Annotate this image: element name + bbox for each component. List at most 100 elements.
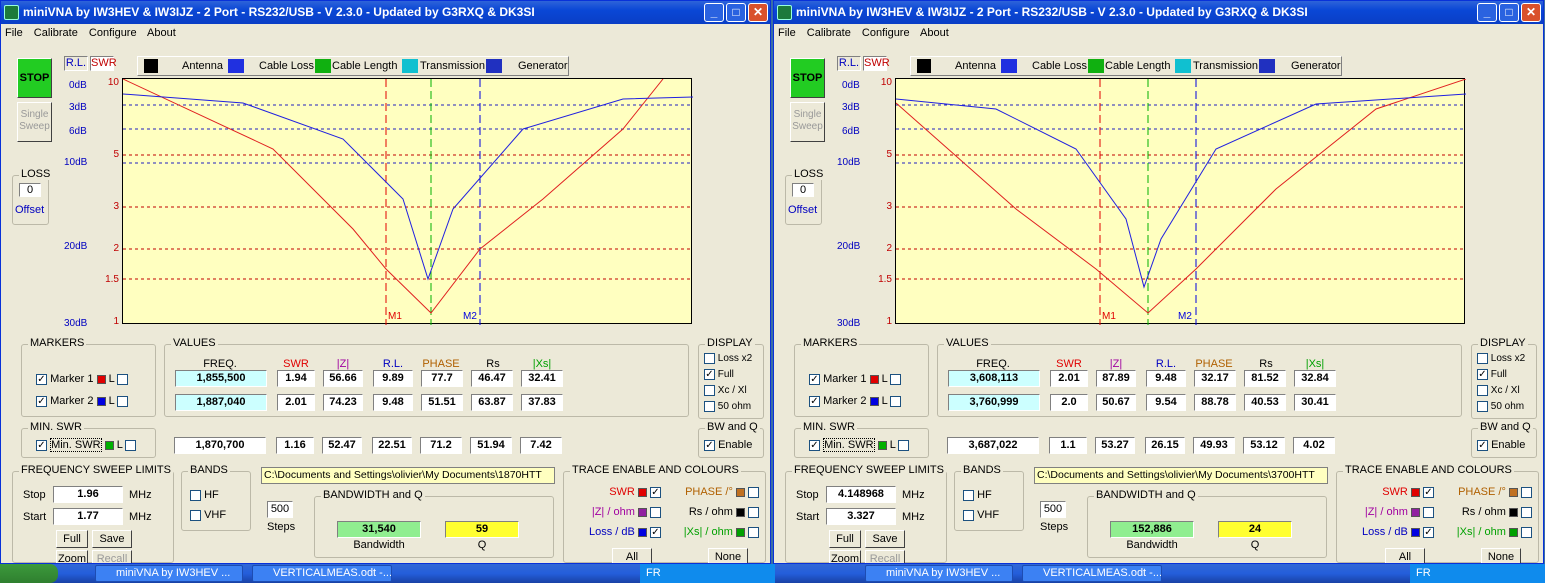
bwq-enable-checkbox[interactable]: ✓ [1477,439,1488,451]
single-sweep-button[interactable]: Single Sweep [17,102,52,142]
menu-file[interactable]: File [778,27,796,39]
none-button[interactable]: None [708,548,748,563]
minimize-button[interactable]: _ [1477,3,1497,22]
display-option-checkbox[interactable] [1477,385,1488,396]
stop-button[interactable]: STOP [790,58,825,98]
all-button[interactable]: All [612,548,652,563]
trace-phase-color[interactable] [735,487,745,497]
single-sweep-button[interactable]: Single Sweep [790,102,825,142]
trace-loss-checkbox[interactable]: ✓ [1423,526,1434,538]
trace-rs-checkbox[interactable] [748,506,759,518]
tab-rl[interactable]: R.L. [64,56,88,71]
close-button[interactable]: ✕ [1521,3,1541,22]
save-button[interactable]: Save [865,530,905,548]
menu-about[interactable]: About [147,27,176,39]
trace-z-color[interactable] [637,507,647,517]
min-swr-color[interactable] [877,440,887,450]
marker2-l-checkbox[interactable] [890,395,902,407]
display-option-checkbox[interactable] [704,401,715,412]
vhf-checkbox[interactable] [190,509,201,521]
language-indicator[interactable]: FR [646,567,661,579]
minimize-button[interactable]: _ [704,3,724,22]
hf-checkbox[interactable] [190,489,201,501]
close-button[interactable]: ✕ [748,3,768,22]
taskbar-task-minivna-2[interactable]: miniVNA by IW3HEV ... [865,565,1013,582]
marker1-checkbox[interactable]: ✓ [809,373,820,385]
trace-phase-checkbox[interactable] [748,486,759,498]
maximize-button[interactable]: □ [726,3,746,22]
stop-freq-input[interactable]: 1.96 [53,486,123,503]
loss-input[interactable]: 0 [792,183,814,197]
trace-rs-color[interactable] [1508,507,1518,517]
none-button[interactable]: None [1481,548,1521,563]
trace-phase-checkbox[interactable] [1521,486,1532,498]
recall-button[interactable]: Recall [865,550,905,563]
all-button[interactable]: All [1385,548,1425,563]
steps-input[interactable]: 500 [267,501,293,518]
marker1-color[interactable] [869,374,879,384]
mode-transmission[interactable]: Transmission [420,60,485,72]
trace-z-checkbox[interactable] [650,506,661,518]
marker1-l-checkbox[interactable] [890,373,902,385]
sweep-plot[interactable]: M1 M2 [122,78,693,325]
start-freq-input[interactable]: 3.327 [826,508,896,525]
loss-input[interactable]: 0 [19,183,41,197]
menu-configure[interactable]: Configure [861,27,910,39]
taskbar-task-document-2[interactable]: VERTICALMEAS.odt -... [1022,565,1162,582]
trace-swr-color[interactable] [637,487,647,497]
mode-cable-length[interactable]: Cable Length [332,60,398,72]
trace-swr-color[interactable] [1410,487,1420,497]
mode-transmission[interactable]: Transmission [1193,60,1258,72]
trace-rs-checkbox[interactable] [1521,506,1532,518]
tab-swr[interactable]: SWR [90,56,117,71]
recall-button[interactable]: Recall [92,550,132,563]
marker2-checkbox[interactable]: ✓ [36,395,47,407]
marker1-l-checkbox[interactable] [117,373,129,385]
marker1-checkbox[interactable]: ✓ [36,373,47,385]
trace-xs-checkbox[interactable] [748,526,759,538]
min-swr-checkbox[interactable]: ✓ [809,439,820,451]
tab-swr[interactable]: SWR [863,56,890,71]
min-swr-color[interactable] [104,440,114,450]
vhf-checkbox[interactable] [963,509,974,521]
display-option-checkbox[interactable] [1477,401,1488,412]
hf-checkbox[interactable] [963,489,974,501]
mode-generator[interactable]: Generator [1291,60,1341,72]
bwq-enable-checkbox[interactable]: ✓ [704,439,715,451]
mode-generator[interactable]: Generator [518,60,568,72]
full-button[interactable]: Full [829,530,861,548]
trace-xs-color[interactable] [1508,527,1518,537]
marker1-color[interactable] [96,374,106,384]
marker2-color[interactable] [869,396,879,406]
zoom-button[interactable]: Zoom [829,550,861,563]
display-option-checkbox[interactable] [704,385,715,396]
trace-swr-checkbox[interactable]: ✓ [650,486,661,498]
tab-rl[interactable]: R.L. [837,56,861,71]
stop-button[interactable]: STOP [17,58,52,98]
trace-phase-color[interactable] [1508,487,1518,497]
save-button[interactable]: Save [92,530,132,548]
start-button[interactable] [0,564,58,583]
min-swr-l-checkbox[interactable] [125,439,137,451]
min-swr-l-checkbox[interactable] [898,439,910,451]
marker2-checkbox[interactable]: ✓ [809,395,820,407]
display-option-checkbox[interactable]: ✓ [704,369,715,380]
min-swr-checkbox[interactable]: ✓ [36,439,47,451]
mode-cable-length[interactable]: Cable Length [1105,60,1171,72]
mode-cable-loss[interactable]: Cable Loss [1032,60,1088,72]
mode-antenna[interactable]: Antenna [955,60,996,72]
display-option-checkbox[interactable] [704,353,715,364]
full-button[interactable]: Full [56,530,88,548]
sweep-plot[interactable]: M1 M2 [895,78,1466,325]
trace-xs-color[interactable] [735,527,745,537]
trace-swr-checkbox[interactable]: ✓ [1423,486,1434,498]
trace-z-checkbox[interactable] [1423,506,1434,518]
stop-freq-input[interactable]: 4.148968 [826,486,896,503]
menu-calibrate[interactable]: Calibrate [806,27,851,39]
display-option-checkbox[interactable] [1477,353,1488,364]
trace-rs-color[interactable] [735,507,745,517]
trace-loss-color[interactable] [1410,527,1420,537]
trace-z-color[interactable] [1410,507,1420,517]
start-freq-input[interactable]: 1.77 [53,508,123,525]
marker2-color[interactable] [96,396,106,406]
